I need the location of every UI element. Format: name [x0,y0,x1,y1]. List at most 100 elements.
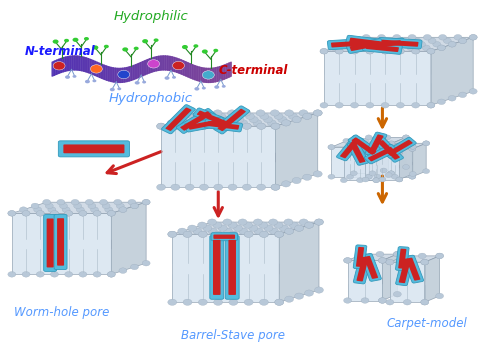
Circle shape [402,135,409,140]
Circle shape [264,225,273,231]
Circle shape [372,178,380,183]
Circle shape [198,222,206,228]
Circle shape [404,259,411,265]
Circle shape [366,48,374,54]
Circle shape [314,171,322,177]
Circle shape [171,184,180,190]
FancyBboxPatch shape [384,137,416,158]
Circle shape [374,174,381,179]
Circle shape [93,272,101,277]
Circle shape [202,71,214,79]
Polygon shape [368,141,384,177]
Circle shape [198,231,207,237]
Circle shape [396,48,404,54]
Circle shape [220,117,230,123]
Circle shape [299,110,308,116]
Circle shape [376,251,384,257]
Circle shape [79,272,87,277]
Circle shape [52,40,59,44]
Circle shape [320,48,328,54]
Circle shape [341,42,349,47]
Circle shape [213,222,222,228]
Circle shape [356,152,364,156]
Circle shape [388,141,395,146]
Circle shape [171,123,180,130]
Circle shape [394,251,402,257]
Circle shape [142,199,150,205]
Circle shape [119,207,127,212]
Circle shape [361,298,369,303]
Circle shape [290,222,298,228]
Circle shape [409,174,416,179]
Circle shape [50,211,58,216]
Circle shape [330,45,338,50]
FancyBboxPatch shape [197,111,230,126]
Circle shape [458,38,466,43]
Circle shape [392,45,400,50]
Circle shape [304,290,314,296]
Circle shape [214,299,222,306]
Circle shape [142,81,146,84]
Polygon shape [332,147,368,177]
Text: N-terminal: N-terminal [24,45,95,58]
Circle shape [242,123,252,130]
Circle shape [320,103,328,108]
Circle shape [238,120,248,126]
Circle shape [228,222,237,228]
Circle shape [244,299,253,306]
Circle shape [350,48,358,54]
Circle shape [142,260,150,266]
Circle shape [214,231,222,237]
Polygon shape [348,254,398,260]
FancyBboxPatch shape [207,121,240,130]
FancyBboxPatch shape [214,234,235,239]
Circle shape [365,174,372,179]
Circle shape [74,203,82,209]
Circle shape [178,228,186,235]
Circle shape [48,207,56,212]
Circle shape [156,123,166,130]
Circle shape [119,207,127,212]
FancyBboxPatch shape [176,108,216,133]
Circle shape [172,76,176,79]
Circle shape [314,219,324,225]
Circle shape [242,123,252,130]
Circle shape [401,253,409,259]
Circle shape [93,211,101,216]
Circle shape [284,296,294,302]
Circle shape [171,123,180,130]
Circle shape [380,168,387,173]
Circle shape [420,259,428,265]
Circle shape [280,225,288,231]
Circle shape [268,219,278,225]
Circle shape [92,46,98,50]
Circle shape [217,113,226,119]
Circle shape [366,103,374,108]
Circle shape [199,110,208,116]
FancyBboxPatch shape [378,140,400,160]
Circle shape [386,259,394,265]
Circle shape [228,123,237,130]
Circle shape [369,146,376,151]
Circle shape [436,253,444,259]
Circle shape [202,49,208,54]
Circle shape [72,75,76,78]
Circle shape [50,272,58,277]
FancyBboxPatch shape [346,38,384,54]
Circle shape [8,272,16,277]
Circle shape [210,120,219,126]
Circle shape [134,81,140,85]
FancyBboxPatch shape [44,215,57,271]
FancyBboxPatch shape [387,140,412,156]
Circle shape [381,48,389,54]
FancyBboxPatch shape [64,145,124,153]
Circle shape [428,38,436,43]
Circle shape [392,146,398,151]
Circle shape [394,292,402,297]
Circle shape [350,141,358,146]
Circle shape [214,123,222,130]
Circle shape [84,37,89,41]
Circle shape [274,231,283,237]
Circle shape [193,228,202,235]
Circle shape [346,45,354,50]
